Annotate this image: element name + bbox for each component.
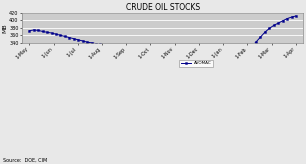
Legend: AVOMAC: AVOMAC: [179, 60, 213, 67]
AVOMAC: [28, 30, 31, 32]
AVOMAC: [170, 48, 173, 50]
AVOMAC: [188, 54, 191, 56]
AVOMAC: [294, 15, 298, 17]
AVOMAC: [263, 31, 267, 33]
Text: Source:  DOE, CIM: Source: DOE, CIM: [3, 157, 47, 162]
Title: CRUDE OIL STOCKS: CRUDE OIL STOCKS: [125, 3, 200, 12]
Line: AVOMAC: AVOMAC: [28, 15, 297, 63]
AVOMAC: [121, 54, 125, 56]
AVOMAC: [81, 40, 84, 42]
AVOMAC: [223, 61, 227, 63]
AVOMAC: [90, 42, 93, 44]
Y-axis label: MB: MB: [3, 23, 8, 32]
